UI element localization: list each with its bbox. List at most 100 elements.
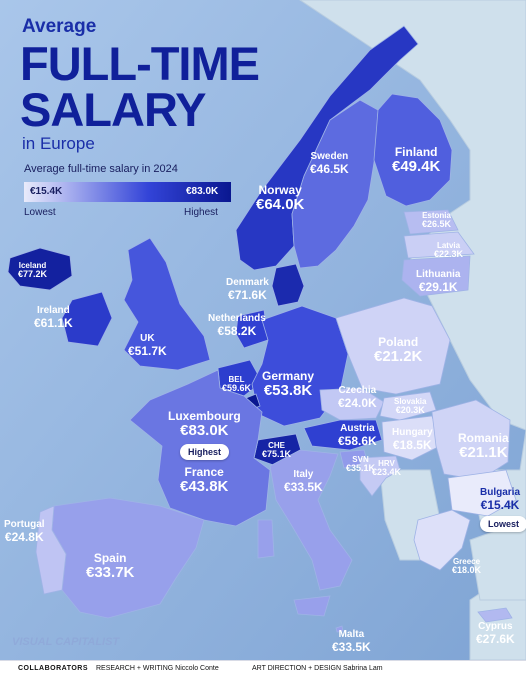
label-croatia-value: €23.4K — [372, 467, 402, 478]
label-latvia-name: Latvia — [436, 241, 461, 250]
country-austria[interactable] — [303, 419, 383, 451]
label-sweden-name: Sweden — [310, 151, 349, 162]
country-italy-sicily[interactable] — [293, 595, 331, 617]
label-slovenia-value: €35.1K — [346, 463, 376, 474]
country-croatia[interactable] — [359, 455, 401, 497]
label-italy-name: Italy — [293, 469, 314, 480]
label-hungary-value: €18.5K — [392, 437, 432, 452]
label-belgium-name: BEL — [228, 375, 245, 384]
label-austria-value: €58.6K — [338, 433, 377, 448]
label-luxembourg-name: Luxembourg — [168, 409, 241, 423]
footer-research-credit: RESEARCH + WRITING Niccolo Conte — [96, 665, 219, 672]
legend-min-label: €15.4K — [30, 186, 63, 197]
subtitle: Average full-time salary in 2024 — [24, 163, 178, 175]
label-ireland-name: Ireland — [36, 305, 70, 316]
label-spain-value: €33.7K — [86, 563, 135, 581]
label-portugal-value: €24.8K — [4, 529, 44, 544]
label-poland: Poland €21.2K — [374, 336, 422, 364]
label-romania: Romania €21.1K — [458, 432, 509, 460]
country-denmark[interactable] — [271, 263, 305, 307]
label-denmark-value: €71.6K — [228, 287, 267, 302]
country-italy-sardinia[interactable] — [257, 519, 275, 559]
label-uk-value: €51.7K — [128, 343, 167, 358]
label-czechia-value: €24.0K — [338, 395, 377, 410]
country-romania[interactable] — [431, 399, 511, 481]
label-austria-name: Austria — [340, 423, 375, 434]
country-uk[interactable] — [123, 237, 211, 371]
label-slovenia: SVN €35.1K — [346, 455, 376, 474]
country-malta[interactable] — [335, 625, 344, 633]
country-hungary[interactable] — [381, 415, 441, 461]
country-bulgaria[interactable] — [447, 469, 517, 517]
label-slovakia-value: €20.3K — [395, 405, 425, 416]
country-slovakia[interactable] — [379, 391, 437, 421]
label-greece-value: €18.0K — [452, 565, 482, 576]
label-france-value: €43.8K — [180, 477, 229, 495]
title-pre: Average — [22, 16, 97, 37]
label-netherlands: Netherlands €58.2K — [208, 313, 266, 337]
label-switzerland-name: CHE — [268, 441, 285, 450]
legend-max-label: €83.0K — [186, 186, 219, 197]
label-hungary: Hungary €18.5K — [392, 427, 433, 452]
legend-high-text: Highest — [184, 207, 218, 218]
label-romania-value: €21.1K — [459, 443, 508, 461]
label-spain-name: Spain — [93, 551, 127, 565]
country-portugal[interactable] — [35, 505, 67, 595]
label-italy-value: €33.5K — [284, 479, 323, 494]
label-finland: Finland €49.4K — [392, 146, 440, 174]
title-line2: SALARY — [20, 83, 206, 136]
label-bulgaria-value: €15.4K — [480, 497, 520, 512]
label-estonia-value: €26.5K — [422, 219, 452, 230]
footer-bar — [0, 660, 526, 679]
country-netherlands[interactable] — [235, 309, 269, 349]
country-ireland[interactable] — [61, 291, 113, 347]
publisher-logo: VISUAL CAPITALIST — [12, 636, 120, 648]
label-iceland-name: Iceland — [18, 261, 47, 270]
label-romania-name: Romania — [458, 431, 509, 445]
country-iceland[interactable] — [7, 247, 73, 291]
label-lithuania-name: Lithuania — [416, 269, 461, 280]
highest-badge: Highest — [180, 444, 230, 460]
label-czechia: Czechia €24.0K — [338, 385, 377, 410]
legend-gradient-bar — [24, 182, 231, 202]
country-italy[interactable] — [269, 449, 353, 591]
label-portugal: Portugal €24.8K — [4, 519, 45, 544]
label-france-name: France — [184, 465, 224, 479]
label-belgium-value: €59.6K — [222, 383, 252, 394]
label-denmark: Denmark €71.6K — [226, 277, 269, 302]
label-lithuania-value: €29.1K — [418, 279, 458, 294]
label-switzerland: CHE €75.1K — [262, 441, 291, 460]
label-poland-name: Poland — [378, 335, 419, 349]
label-poland-value: €21.2K — [374, 347, 423, 365]
country-czechia[interactable] — [319, 387, 385, 421]
label-sweden: Sweden €46.5K — [310, 151, 349, 176]
country-estonia[interactable] — [403, 209, 459, 235]
country-cyprus[interactable] — [477, 607, 513, 623]
footer-art-credit: ART DIRECTION + DESIGN Sabrina Lam — [252, 665, 383, 672]
label-estonia: Estonia €26.5K — [422, 211, 452, 230]
country-norway[interactable] — [235, 25, 419, 271]
label-norway: Norway €64.0K — [256, 184, 304, 212]
label-slovakia-name: Slovakia — [394, 397, 427, 406]
label-cyprus: Cyprus €27.6K — [476, 621, 515, 646]
country-finland[interactable] — [373, 93, 453, 207]
label-ireland: Ireland €61.1K — [34, 305, 73, 329]
label-cyprus-value: €27.6K — [476, 631, 515, 646]
label-croatia: HRV €23.4K — [372, 459, 402, 478]
country-latvia[interactable] — [403, 231, 475, 259]
country-lithuania[interactable] — [401, 255, 471, 297]
label-uk-name: UK — [140, 333, 155, 344]
title-post: in Europe — [22, 134, 95, 153]
label-bulgaria-name: Bulgaria — [480, 487, 521, 498]
label-france: France €43.8K — [180, 466, 228, 494]
label-italy: Italy €33.5K — [284, 469, 323, 494]
country-greece[interactable] — [413, 509, 471, 571]
label-sweden-value: €46.5K — [310, 161, 349, 176]
label-latvia-value: €22.3K — [434, 249, 464, 260]
country-poland[interactable] — [335, 297, 451, 395]
label-luxembourg: Luxembourg €83.0K — [168, 410, 241, 438]
label-denmark-name: Denmark — [226, 277, 269, 288]
label-netherlands-name: Netherlands — [208, 313, 266, 324]
